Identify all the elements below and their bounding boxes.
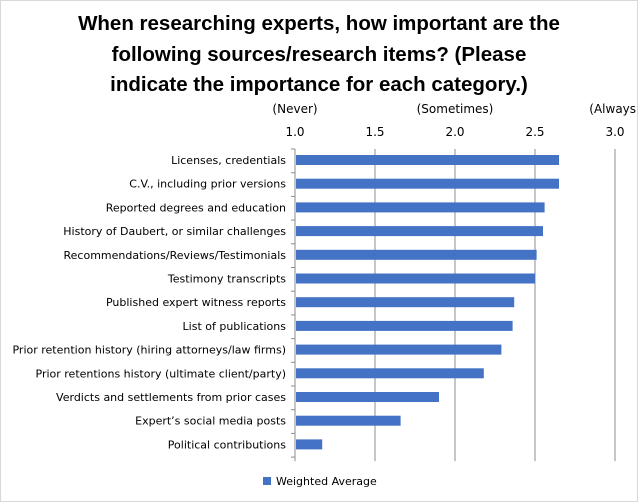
category-label: Published expert witness reports [106, 296, 286, 309]
bar [296, 368, 484, 379]
bar [296, 155, 559, 165]
title-line: following sources/research items? (Pleas… [111, 42, 527, 66]
bar [296, 320, 513, 331]
title-line: indicate the importance for each categor… [110, 73, 528, 96]
category-label: Prior retentions history (ultimate clien… [36, 367, 287, 380]
category-label: Expert’s social media posts [135, 415, 286, 428]
scale-label: (Always) [589, 102, 637, 116]
x-tick-label: 1.0 [285, 125, 304, 139]
category-label: C.V., including prior versions [129, 178, 286, 191]
scale-label: (Sometimes) [417, 102, 494, 116]
legend-swatch [263, 477, 271, 485]
legend-label: Weighted Average [276, 475, 377, 488]
category-label: Political contributions [168, 438, 286, 451]
bar [296, 249, 537, 260]
category-label: Recommendations/Reviews/Testimonials [64, 249, 287, 262]
category-label: History of Daubert, or similar challenge… [63, 225, 286, 238]
category-label: Prior retention history (hiring attorney… [12, 344, 286, 357]
bar [296, 297, 515, 308]
title-line: When researching experts, how important … [78, 12, 560, 35]
chart-title: When researching experts, how important … [1, 9, 637, 101]
scale-label: (Never) [272, 102, 317, 116]
bar [296, 226, 543, 237]
bar [296, 178, 559, 189]
category-label: Testimony transcripts [167, 273, 286, 286]
category-label: Licenses, credentials [171, 154, 286, 167]
bar [296, 439, 323, 450]
x-tick-label: 2.5 [525, 125, 544, 139]
bar [296, 392, 439, 402]
x-tick-label: 3.0 [605, 125, 624, 139]
category-label: Verdicts and settlements from prior case… [56, 391, 286, 404]
x-tick-label: 1.5 [365, 125, 384, 139]
bar [296, 273, 535, 284]
x-tick-label: 2.0 [445, 125, 464, 139]
category-label: List of publications [183, 320, 287, 333]
bar [296, 344, 502, 355]
bar [296, 415, 401, 426]
bar [296, 202, 545, 213]
category-label: Reported degrees and education [106, 201, 286, 214]
